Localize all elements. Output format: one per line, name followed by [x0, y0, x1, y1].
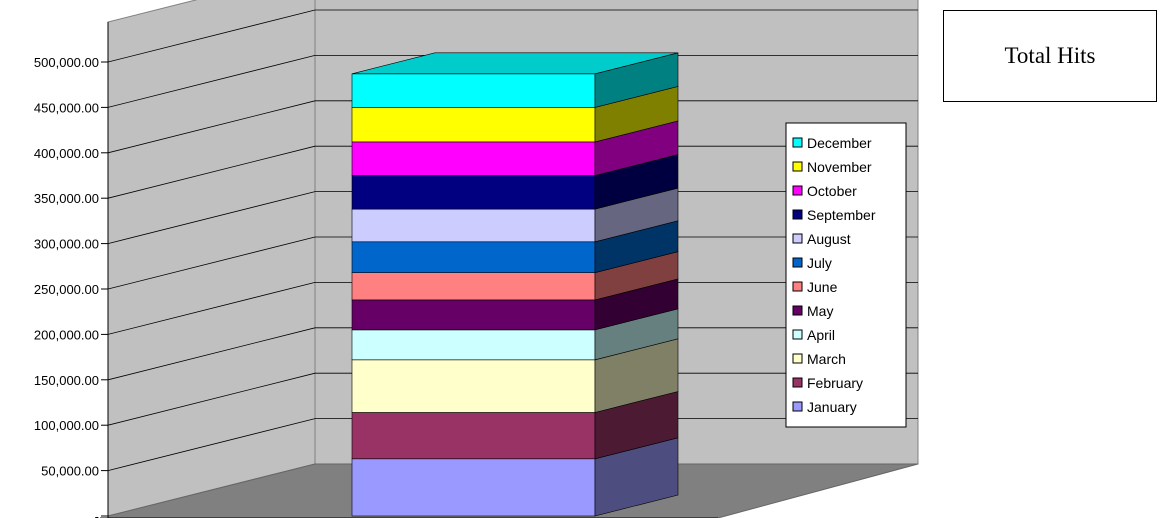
bar-segment-august [351, 208, 596, 243]
legend-label-august: August [807, 231, 851, 247]
legend-swatch-december [792, 137, 803, 148]
legend: December November October September August Ju… [785, 122, 907, 428]
gridline-side [107, 418, 316, 471]
left-wall [107, 0, 316, 517]
legend-label-january: January [807, 399, 857, 415]
y-tick-label: 250,000.00 [34, 282, 99, 297]
legend-label-december: December [807, 135, 872, 151]
legend-label-june: June [807, 279, 838, 295]
y-tick-label: 50,000.00 [41, 464, 99, 479]
gridline-side [107, 55, 316, 108]
legend-swatch-october [792, 185, 803, 196]
gridline-side [107, 100, 316, 154]
legend-box [785, 122, 907, 428]
bar-segment-june [351, 272, 596, 301]
bar-segment-december [351, 73, 596, 108]
legend-swatch-march [792, 353, 803, 364]
legend-label-april: April [807, 327, 835, 343]
bar-segment-january [351, 458, 596, 517]
bar-top [351, 52, 679, 75]
legend-swatch-june [792, 281, 803, 292]
legend-swatch-january [792, 401, 803, 412]
gridline-side [107, 191, 316, 244]
y-axis-tick-labels: - 50,000.00 100,000.00 150,000.00 200,000.00… [34, 55, 108, 518]
gridline-side [107, 236, 316, 290]
y-tick-label: - [95, 509, 99, 518]
gridline-side [107, 327, 316, 381]
bar-segment-may [351, 299, 596, 331]
bar-segment-february [351, 412, 596, 460]
legend-label-november: November [807, 159, 872, 175]
y-tick-label: 200,000.00 [34, 327, 99, 342]
bar-segment-march [351, 359, 596, 413]
gridline-side [107, 372, 316, 426]
legend-swatch-november [792, 161, 803, 172]
legend-label-july: July [807, 255, 832, 271]
bar-segment-april [351, 329, 596, 361]
legend-label-october: October [807, 183, 857, 199]
legend-swatch-september [792, 209, 803, 220]
bar-segment-october [351, 141, 596, 176]
legend-label-september: September [807, 207, 876, 223]
chart-title: Total Hits [1004, 43, 1096, 68]
gridline-side [107, 282, 316, 335]
legend-swatch-april [792, 329, 803, 340]
bar-segment-november [351, 107, 596, 143]
bar-segment-july [351, 241, 596, 273]
y-tick-label: 350,000.00 [34, 191, 99, 206]
legend-swatch-august [792, 233, 803, 244]
y-tick-label: 150,000.00 [34, 373, 99, 388]
y-tick-label: 500,000.00 [34, 55, 99, 70]
bar-segment-september [351, 175, 596, 210]
gridline-side [107, 145, 316, 199]
legend-label-march: March [807, 351, 846, 367]
stacked-bar [351, 52, 679, 517]
gridline-side [107, 9, 316, 63]
legend-swatch-july [792, 257, 803, 268]
chart-title-box: Total Hits [943, 10, 1157, 102]
legend-label-may: May [807, 303, 833, 319]
y-tick-label: 100,000.00 [34, 418, 99, 433]
y-tick-label: 300,000.00 [34, 237, 99, 252]
legend-label-february: February [807, 375, 863, 391]
y-tick-label: 400,000.00 [34, 146, 99, 161]
y-tick-label: 450,000.00 [34, 100, 99, 115]
legend-swatch-may [792, 305, 803, 316]
legend-swatch-february [792, 377, 803, 388]
